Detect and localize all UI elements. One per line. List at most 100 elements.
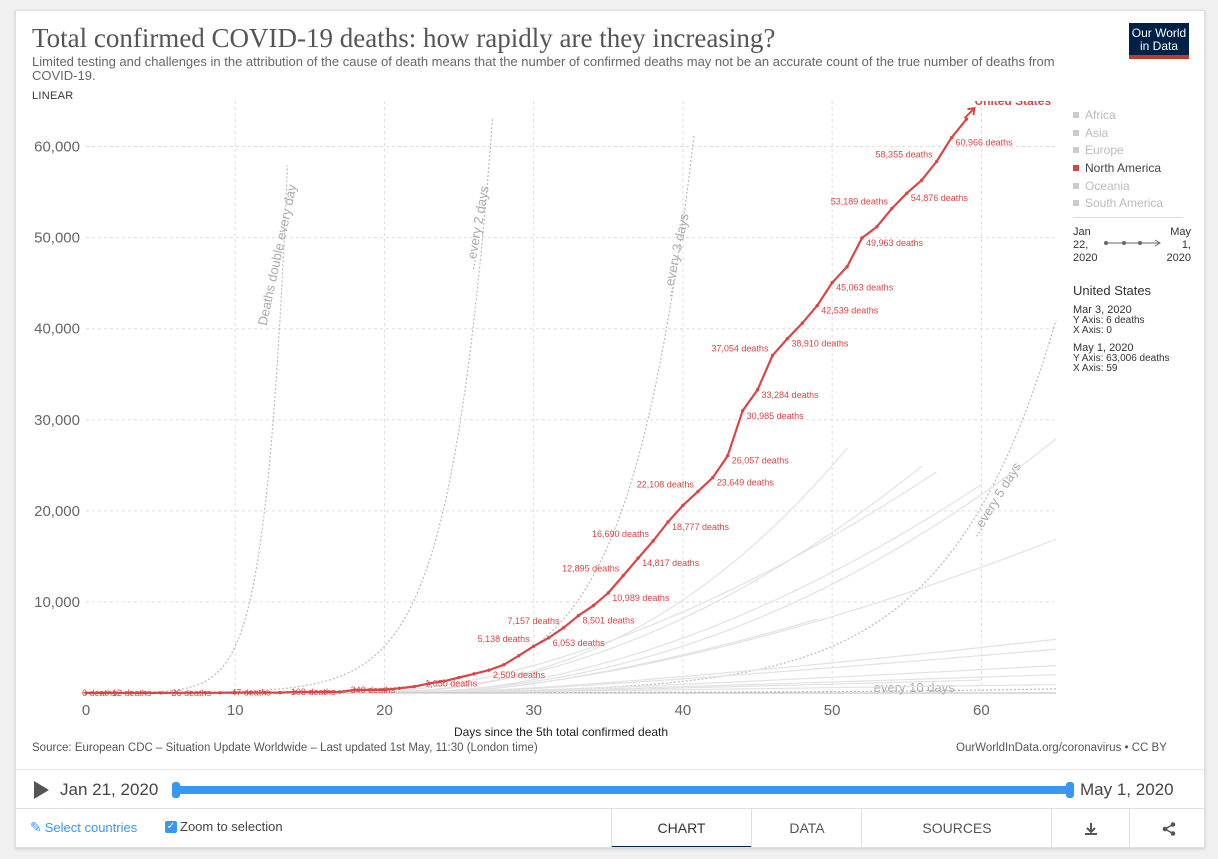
reference-line-label: ...every 2 days xyxy=(462,184,492,270)
play-icon[interactable] xyxy=(34,781,49,799)
point-label: 30,985 deaths xyxy=(747,411,805,421)
y-tick-label: 60,000 xyxy=(34,139,80,156)
mini-start-month: Jan xyxy=(1073,226,1091,239)
data-point xyxy=(725,453,730,458)
point-label: 42,539 deaths xyxy=(821,306,879,316)
mini-end-month: May xyxy=(1170,226,1191,239)
download-button[interactable] xyxy=(1051,809,1130,847)
background-country-line xyxy=(85,538,1057,694)
data-point xyxy=(99,691,103,695)
tooltip-end-y: Y Axis: 63,006 deaths xyxy=(1073,353,1170,365)
point-label: 33,284 deaths xyxy=(762,390,820,400)
data-point xyxy=(949,136,954,140)
data-point xyxy=(875,224,879,229)
point-label: 1,050 deaths xyxy=(425,678,478,688)
tab-sources[interactable]: SOURCES xyxy=(861,809,1052,847)
data-point xyxy=(905,191,909,195)
data-point xyxy=(502,663,506,667)
zoom-label: Zoom to selection xyxy=(180,819,283,834)
data-point xyxy=(740,409,745,413)
mini-end-year: 2020 xyxy=(1166,252,1191,265)
point-label: 2,509 deaths xyxy=(493,670,546,680)
reference-line xyxy=(85,165,289,694)
data-point xyxy=(696,489,700,494)
scale-toggle[interactable]: LINEAR xyxy=(32,90,74,102)
share-icon xyxy=(1162,821,1176,836)
series-layer: United States xyxy=(84,101,1051,695)
data-point xyxy=(770,353,775,358)
x-tick-label: 20 xyxy=(376,702,393,719)
data-point xyxy=(531,644,536,648)
tab-chart[interactable]: CHART xyxy=(611,809,751,847)
source-text[interactable]: Source: European CDC – Situation Update … xyxy=(32,742,538,754)
mini-end-day: 1, xyxy=(1181,239,1191,252)
data-point xyxy=(576,613,581,618)
data-point xyxy=(367,688,372,692)
point-label: 47 deaths xyxy=(231,688,271,698)
chart-subtitle: Limited testing and challenges in the at… xyxy=(32,54,1055,83)
data-point xyxy=(711,475,715,480)
source-link[interactable]: OurWorldInData.org/coronavirus • CC BY xyxy=(956,742,1167,754)
tooltip-start-x: X Axis: 0 xyxy=(1073,325,1112,337)
reference-line-label: ...every 3 days xyxy=(659,212,691,298)
point-label: 14,817 deaths xyxy=(642,558,700,568)
x-tick-label: 10 xyxy=(227,702,244,719)
data-point xyxy=(188,691,193,695)
data-point xyxy=(487,668,491,672)
data-point xyxy=(934,159,939,164)
tooltip-end-x: X Axis: 59 xyxy=(1073,363,1118,375)
y-tick-label: 50,000 xyxy=(34,230,80,247)
timeline-end-handle[interactable] xyxy=(1066,782,1074,798)
legend-item-asia[interactable]: Asia xyxy=(1073,124,1193,142)
pencil-icon: ✎ xyxy=(30,819,42,835)
data-point xyxy=(591,603,596,608)
data-point xyxy=(293,690,297,694)
select-countries-button[interactable]: ✎ Select countries xyxy=(30,819,137,836)
legend-label: Asia xyxy=(1085,125,1109,140)
select-countries-label: Select countries xyxy=(44,820,138,835)
data-point xyxy=(621,573,625,578)
grid-layer xyxy=(86,101,1056,693)
point-label: 37,054 deaths xyxy=(711,344,769,354)
legend-label: Europe xyxy=(1085,143,1124,158)
legend-label: North America xyxy=(1085,160,1162,175)
data-point xyxy=(546,636,551,640)
share-button[interactable] xyxy=(1129,809,1204,847)
controls-bar: ✎ Select countries ✓ Zoom to selection C… xyxy=(16,808,1204,847)
point-label: 340 deaths xyxy=(351,685,396,695)
legend-item-africa[interactable]: Africa xyxy=(1073,106,1193,124)
point-label: 58,355 deaths xyxy=(876,150,934,160)
data-point xyxy=(472,672,476,676)
owid-logo[interactable]: Our World in Data xyxy=(1129,23,1189,59)
data-point xyxy=(173,691,178,695)
data-point xyxy=(248,690,252,695)
data-point xyxy=(427,681,431,686)
legend-item-oceania[interactable]: Oceania xyxy=(1073,177,1193,195)
data-point xyxy=(666,520,670,524)
data-point xyxy=(830,280,834,285)
tooltip-start: Mar 3, 2020 Y Axis: 6 deaths X Axis: 0 xyxy=(1073,304,1193,336)
reference-line xyxy=(86,134,695,694)
point-label: 12 deaths xyxy=(112,688,152,698)
timeline: Jan 21, 2020 May 1, 2020 xyxy=(16,769,1204,810)
timeline-range-bar[interactable] xyxy=(174,786,1070,794)
point-label: 7,157 deaths xyxy=(507,616,560,626)
point-label: 54,876 deaths xyxy=(911,193,969,203)
data-point xyxy=(412,684,417,689)
tooltip-country: United States xyxy=(1073,283,1152,299)
legend-item-europe[interactable]: Europe xyxy=(1073,141,1193,159)
data-point xyxy=(337,690,342,694)
legend-item-south-america[interactable]: South America xyxy=(1073,194,1193,212)
data-point xyxy=(308,690,312,694)
chart-card: Total confirmed COVID-19 deaths: how rap… xyxy=(15,10,1205,848)
zoom-to-selection-checkbox[interactable]: ✓ Zoom to selection xyxy=(165,819,283,834)
x-tick-label: 0 xyxy=(82,702,90,719)
tooltip-start-y: Y Axis: 6 deaths xyxy=(1073,315,1145,327)
tab-data[interactable]: DATA xyxy=(751,809,862,847)
data-point xyxy=(636,556,640,560)
point-label: 16,690 deaths xyxy=(592,529,650,539)
timeline-start-handle[interactable] xyxy=(172,782,180,798)
data-point xyxy=(919,178,924,182)
legend-item-north-america[interactable]: North America xyxy=(1073,159,1193,177)
legend-label: Oceania xyxy=(1085,178,1130,193)
